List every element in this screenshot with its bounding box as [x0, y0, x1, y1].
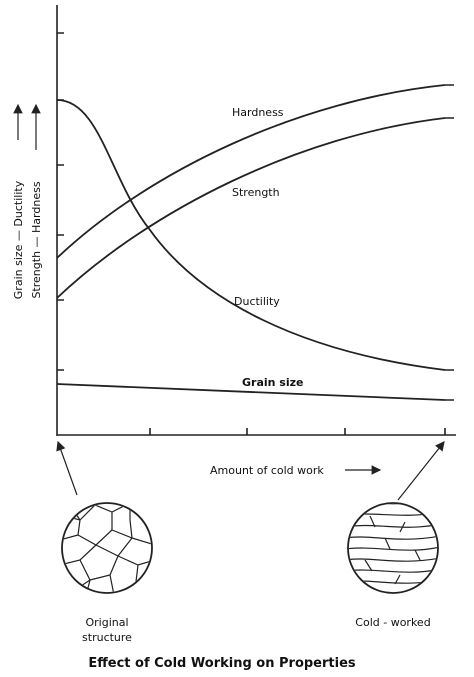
axes: [56, 5, 456, 436]
original-structure: [61, 502, 153, 594]
microstructure-label: Original: [85, 616, 128, 629]
caption: Effect of Cold Working on Properties: [88, 656, 356, 671]
y-label-outer: Grain size — Ductility: [12, 180, 25, 299]
curve-label: Ductility: [234, 295, 280, 308]
strength-curve: [56, 117, 446, 299]
microstructure-label: Cold - worked: [355, 616, 430, 629]
microstructure-label: structure: [82, 631, 132, 644]
curve-label: Strength: [232, 186, 280, 199]
x-label: Amount of cold work: [210, 464, 324, 477]
hardness-curve: [56, 84, 446, 259]
y-axis-labels: Grain size — Ductility Strength — Hardne…: [12, 103, 43, 299]
curve-label: Grain size: [242, 376, 304, 389]
grain-size-curve: [56, 383, 446, 401]
ductility-curve: [56, 99, 446, 371]
cold-worked-structure: [347, 502, 439, 594]
curves: Hardness Strength Ductility Grain size: [56, 84, 446, 401]
y-label-inner: Strength — Hardness: [30, 181, 43, 298]
curve-label: Hardness: [232, 106, 284, 119]
